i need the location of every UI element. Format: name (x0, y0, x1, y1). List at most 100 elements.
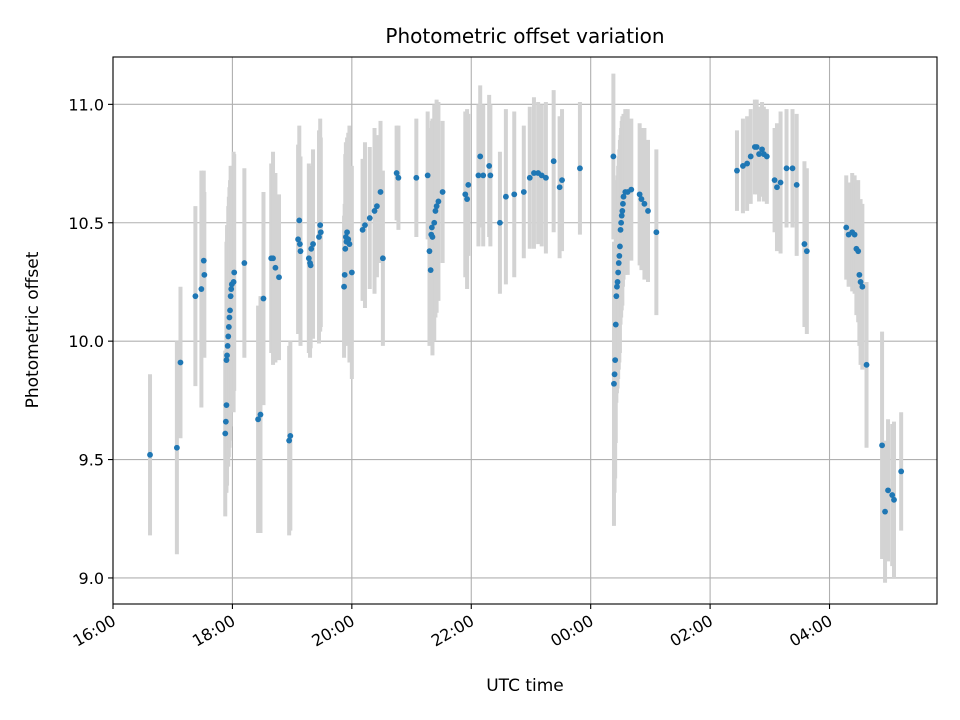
data-point (341, 283, 347, 290)
data-point (465, 181, 472, 188)
data-point (173, 444, 180, 451)
x-tick-label: 00:00 (547, 611, 596, 651)
data-point (346, 241, 353, 247)
data-point (225, 324, 232, 330)
data-point (855, 248, 862, 255)
data-point (611, 380, 617, 387)
data-point (227, 293, 234, 300)
data-point (272, 264, 279, 271)
data-point (362, 222, 368, 229)
data-point (863, 361, 870, 368)
data-point (317, 229, 324, 236)
y-axis-label: Photometric offset (23, 251, 43, 408)
data-point (783, 165, 790, 172)
x-tick-label: 04:00 (786, 611, 835, 651)
data-point (771, 177, 778, 184)
data-point (348, 269, 355, 276)
data-points (147, 144, 905, 515)
x-axis-label: UTC time (486, 676, 564, 696)
data-point (618, 219, 625, 226)
x-tick-label: 20:00 (308, 611, 357, 651)
data-point (618, 212, 625, 219)
data-point (222, 430, 229, 437)
data-point (636, 191, 643, 198)
data-point (882, 508, 888, 515)
x-tick-label: 16:00 (70, 611, 119, 651)
data-point (617, 243, 623, 250)
chart-title: Photometric offset variation (385, 24, 664, 48)
data-point (224, 352, 230, 359)
data-point (774, 184, 780, 191)
data-point (615, 260, 622, 266)
data-point (222, 418, 229, 425)
data-point (556, 184, 563, 191)
data-point (641, 200, 648, 207)
data-point (526, 174, 533, 181)
data-point (257, 411, 264, 418)
data-point (620, 200, 626, 207)
data-point (885, 487, 891, 494)
data-point (432, 208, 439, 214)
data-point (310, 241, 316, 247)
data-point (228, 286, 235, 292)
data-point (241, 260, 248, 266)
data-point (297, 248, 304, 255)
data-point (612, 357, 619, 363)
data-point (487, 172, 494, 179)
data-point (613, 293, 620, 300)
data-point (891, 496, 897, 503)
data-point (230, 279, 237, 285)
y-tick-label: 9.0 (79, 569, 104, 588)
data-point (316, 234, 322, 240)
data-point (511, 191, 518, 198)
data-point (429, 234, 436, 240)
data-point (793, 181, 800, 188)
data-point (305, 255, 312, 262)
data-point (477, 153, 484, 160)
data-point (759, 146, 765, 153)
y-tick-label: 9.5 (79, 451, 104, 470)
data-point (653, 229, 660, 236)
y-tick-label: 10.0 (68, 332, 104, 351)
error-bars (148, 73, 904, 583)
data-point (559, 177, 565, 184)
data-point (777, 179, 784, 186)
data-point (645, 208, 651, 214)
data-point (898, 468, 905, 475)
data-point (342, 245, 349, 252)
data-point (427, 267, 434, 274)
plot-frame (112, 56, 938, 605)
data-point (226, 314, 233, 321)
data-point (889, 492, 896, 498)
data-point (801, 241, 808, 247)
data-point (296, 217, 303, 224)
data-point (366, 215, 373, 221)
data-point (307, 262, 314, 269)
data-point (857, 279, 864, 285)
y-tick-label: 10.5 (68, 214, 104, 233)
data-point (395, 174, 402, 181)
data-point (359, 226, 366, 233)
data-point (763, 153, 770, 160)
data-point (753, 144, 760, 150)
data-point (520, 189, 527, 195)
data-point (747, 153, 754, 160)
data-point (377, 189, 384, 195)
data-point (225, 333, 232, 340)
data-point (612, 321, 619, 328)
data-point (276, 274, 282, 281)
data-point (428, 224, 435, 231)
data-point (843, 224, 850, 231)
data-point (431, 219, 438, 226)
data-point (177, 359, 184, 366)
data-point (344, 229, 350, 236)
data-point (879, 442, 885, 449)
data-point (201, 271, 208, 278)
data-point (542, 174, 549, 181)
data-point (374, 203, 380, 210)
x-tick-label: 18:00 (189, 611, 238, 651)
data-point (147, 451, 153, 458)
data-point (502, 193, 509, 200)
data-point (223, 402, 230, 408)
